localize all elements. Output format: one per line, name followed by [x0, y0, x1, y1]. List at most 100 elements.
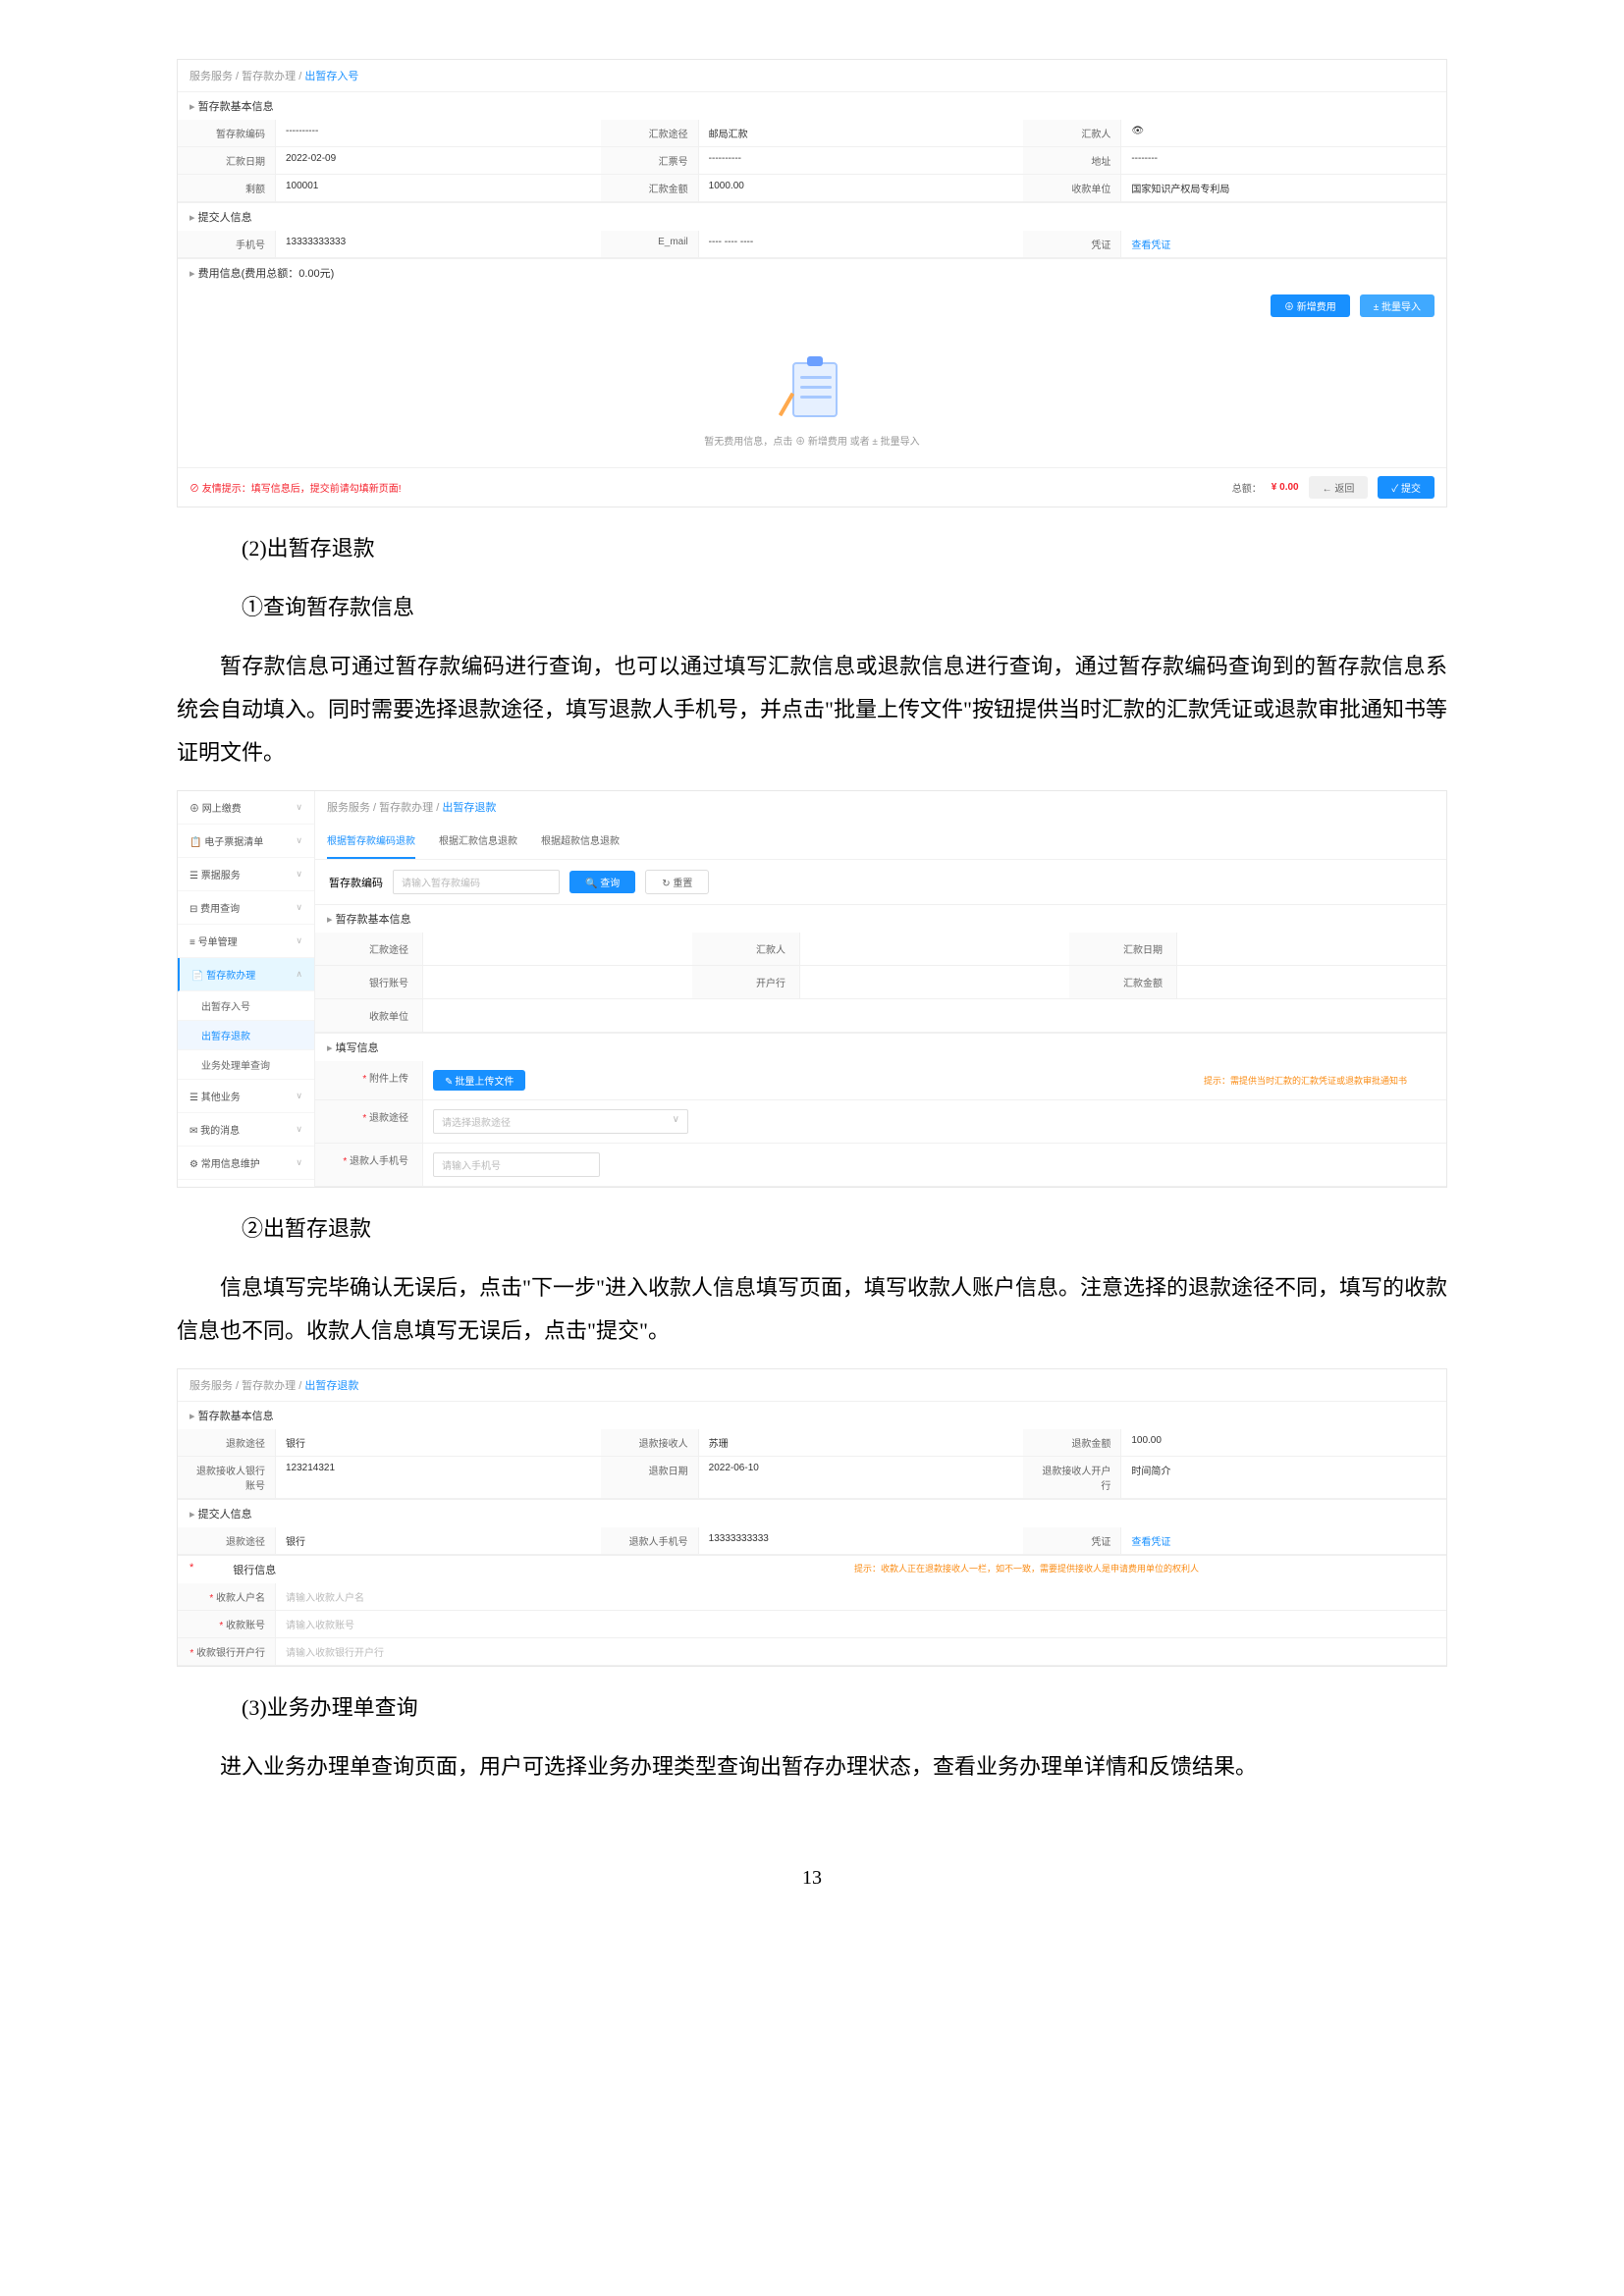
view-voucher-link[interactable]: 查看凭证 [1121, 1527, 1446, 1554]
sidebar-item[interactable]: ☰ 票据服务∨ [178, 858, 314, 891]
section-submitter: 提交人信息 [178, 1499, 1446, 1527]
label: 退款金额 [1023, 1429, 1121, 1456]
submit-button[interactable]: ✓ 提交 [1378, 476, 1435, 499]
breadcrumb: 服务服务 / 暂存款办理 / 出暂存退款 [178, 1369, 1446, 1401]
label: 汇款金额 [601, 175, 699, 201]
value: 123214321 [276, 1457, 601, 1498]
breadcrumb: 服务服务 / 暂存款办理 / 出暂存退款 [315, 791, 1446, 823]
label: 汇款人 [692, 933, 800, 965]
value: 2022-06-10 [699, 1457, 1024, 1498]
hint-text: 提示：需提供当时汇款的汇款凭证或退款审批通知书 [1204, 1074, 1407, 1087]
sidebar-item[interactable]: ☰ 其他业务∨ [178, 1080, 314, 1113]
value: 100.00 [1121, 1429, 1446, 1456]
refund-path-select[interactable]: 请选择退款途径∨ [433, 1109, 688, 1134]
paragraph: 信息填写完毕确认无误后，点击"下一步"进入收款人信息填写页面，填写收款人账户信息… [177, 1266, 1447, 1353]
total-label: 总额： [1232, 480, 1262, 495]
hint-text: 提示：收款人正在退款接收人一栏，如不一致，需要提供接收人是申请费用单位的权利人 [854, 1562, 1199, 1577]
sidebar-sub-item[interactable]: 出暂存退款 [178, 1021, 314, 1050]
label: 剩额 [178, 175, 276, 201]
empty-state: 暂无费用信息，点击 ⊕ 新增费用 或者 ± 批量导入 [178, 325, 1446, 467]
reset-button[interactable]: ↻ 重置 [645, 870, 709, 894]
label: 手机号 [178, 231, 276, 257]
paragraph: 进入业务办理单查询页面，用户可选择业务办理类型查询出暂存办理状态，查看业务办理单… [177, 1745, 1447, 1789]
label: 收款银行开户行 [178, 1638, 276, 1665]
main-panel: 服务服务 / 暂存款办理 / 出暂存退款 根据暂存款编码退款根据汇款信息退款根据… [315, 791, 1446, 1187]
warning-text: ⊘ 友情提示：填写信息后，提交前请勾填新页面! [189, 480, 402, 495]
label: 汇票号 [601, 147, 699, 174]
tab[interactable]: 根据汇款信息退款 [439, 823, 517, 859]
footer-bar: ⊘ 友情提示：填写信息后，提交前请勾填新页面! 总额： ¥ 0.00 ← 返回 … [178, 467, 1446, 507]
phone-input[interactable]: 请输入手机号 [433, 1152, 600, 1177]
value: 国家知识产权局专利局 [1121, 175, 1446, 201]
heading-3: (3)业务办理单查询 [177, 1686, 1447, 1730]
attach-label: 附件上传 [315, 1061, 423, 1099]
section-bank: 银行信息提示：收款人正在退款接收人一栏，如不一致，需要提供接收人是申请费用单位的… [178, 1555, 1446, 1583]
label: 凭证 [1023, 1527, 1121, 1554]
label: 收款单位 [1023, 175, 1121, 201]
tab[interactable]: 根据暂存款编码退款 [327, 823, 415, 859]
phone-label: 退款人手机号 [315, 1144, 423, 1186]
heading-sub: ②出暂存退款 [177, 1207, 1447, 1251]
section-fee: 费用信息(费用总额：0.00元) [178, 258, 1446, 287]
empty-text: 暂无费用信息，点击 ⊕ 新增费用 或者 ± 批量导入 [178, 433, 1446, 448]
sidebar-sub-item[interactable]: 出暂存入号 [178, 991, 314, 1021]
sidebar-sub-item[interactable]: 业务处理单查询 [178, 1050, 314, 1080]
add-fee-button[interactable]: ⊕ 新增费用 [1271, 294, 1350, 317]
form-row: 汇款日期2022-02-09 汇票号---------- 地址-------- [178, 147, 1446, 175]
tab[interactable]: 根据超款信息退款 [541, 823, 620, 859]
search-label: 暂存款编码 [329, 875, 383, 890]
value: 13333333333 [276, 231, 601, 257]
action-buttons: ⊕ 新增费用 ± 批量导入 [178, 287, 1446, 325]
value: 100001 [276, 175, 601, 201]
label: 汇款日期 [178, 147, 276, 174]
screenshot-2: ⊕ 网上缴费∨📋 电子票据清单∨☰ 票据服务∨⊟ 费用查询∨≡ 号单管理∨📄 暂… [177, 790, 1447, 1188]
value: ---- ---- ---- [699, 231, 1024, 257]
value: -------- [1121, 147, 1446, 174]
payee-bank-input[interactable]: 请输入收款银行开户行 [286, 1648, 384, 1659]
value: 1000.00 [699, 175, 1024, 201]
sidebar-item[interactable]: ✉ 我的消息∨ [178, 1113, 314, 1147]
screenshot-1: 服务服务 / 暂存款办理 / 出暂存入号 暂存款基本信息 暂存款编码------… [177, 59, 1447, 507]
section-basic: 暂存款基本信息 [315, 904, 1446, 933]
back-button[interactable]: ← 返回 [1309, 476, 1369, 499]
refund-path-label: 退款途径 [315, 1100, 423, 1143]
total-amount: ¥ 0.00 [1272, 482, 1299, 493]
sidebar-item[interactable]: ⚙ 常用信息维护∨ [178, 1147, 314, 1180]
label: 退款日期 [601, 1457, 699, 1498]
label: 汇款途径 [601, 120, 699, 146]
value: ---------- [276, 120, 601, 146]
sidebar-item[interactable]: 📋 电子票据清单∨ [178, 825, 314, 858]
search-input[interactable]: 请输入暂存款编码 [393, 870, 560, 894]
view-voucher-link[interactable]: 查看凭证 [1121, 231, 1446, 257]
sidebar-item[interactable]: ≡ 号单管理∨ [178, 925, 314, 958]
form-row: 剩额100001 汇款金额1000.00 收款单位国家知识产权局专利局 [178, 175, 1446, 202]
sidebar-item[interactable]: 📄 暂存款办理∧ [178, 958, 314, 991]
heading-sub: ①查询暂存款信息 [177, 586, 1447, 629]
upload-button[interactable]: ✎批量上传文件 [433, 1070, 525, 1091]
value: 邮局汇款 [699, 120, 1024, 146]
sidebar-item[interactable]: ⊕ 网上缴费∨ [178, 791, 314, 825]
value: 时间简介 [1121, 1457, 1446, 1498]
tabs: 根据暂存款编码退款根据汇款信息退款根据超款信息退款 [315, 823, 1446, 860]
heading-2: (2)出暂存退款 [177, 527, 1447, 570]
label: 银行账号 [315, 966, 423, 998]
form-row: 暂存款编码---------- 汇款途径邮局汇款 汇款人👁 [178, 120, 1446, 147]
value: 13333333333 [699, 1527, 1024, 1554]
value: 苏珊 [699, 1429, 1024, 1456]
value: 银行 [276, 1527, 601, 1554]
value: 2022-02-09 [276, 147, 601, 174]
label: 暂存款编码 [178, 120, 276, 146]
import-button[interactable]: ± 批量导入 [1360, 294, 1435, 317]
payee-name-input[interactable]: 请输入收款人户名 [286, 1593, 364, 1604]
query-button[interactable]: 🔍 查询 [569, 871, 635, 893]
label: 退款人手机号 [601, 1527, 699, 1554]
form-row: 手机号13333333333 E_mail---- ---- ---- 凭证查看… [178, 231, 1446, 258]
page-number: 13 [177, 1867, 1447, 1890]
label: 汇款人 [1023, 120, 1121, 146]
sidebar-item[interactable]: ⊟ 费用查询∨ [178, 891, 314, 925]
label: 汇款金额 [1069, 966, 1177, 998]
label: 退款接收人银行账号 [178, 1457, 276, 1498]
section-fill: 填写信息 [315, 1033, 1446, 1061]
payee-account-input[interactable]: 请输入收款账号 [286, 1621, 354, 1631]
label: E_mail [601, 231, 699, 257]
